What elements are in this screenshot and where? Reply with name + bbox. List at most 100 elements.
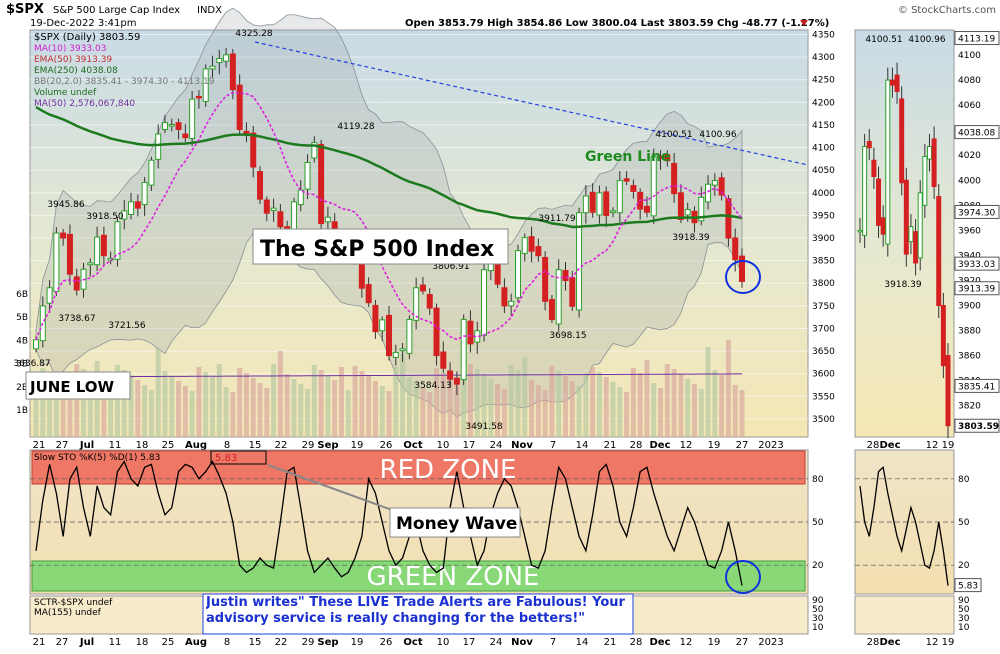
volume-bar bbox=[413, 382, 419, 437]
candle-body bbox=[290, 201, 297, 232]
volume-bar bbox=[216, 364, 222, 437]
candle-body bbox=[643, 205, 650, 213]
date-tick-label: 17 bbox=[463, 637, 476, 648]
volume-bar bbox=[556, 371, 562, 437]
header-datetime: 19-Dec-2022 3:41pm bbox=[30, 18, 136, 29]
candle-body bbox=[386, 314, 392, 357]
volume-bar bbox=[291, 379, 297, 437]
volume-bar bbox=[434, 368, 440, 437]
candle-body bbox=[114, 221, 121, 260]
quote-box bbox=[202, 593, 634, 635]
date-tick-label: 19 bbox=[708, 440, 721, 451]
candle-body bbox=[60, 232, 67, 239]
volume-tick-label: 2B bbox=[16, 383, 28, 393]
date-tick-label: 24 bbox=[490, 440, 503, 451]
volume-tick-label: 5B bbox=[16, 313, 28, 323]
date-tick-label: 11 bbox=[109, 637, 122, 648]
side-candle-body bbox=[871, 159, 877, 178]
volume-bar bbox=[406, 377, 412, 437]
candle-body bbox=[277, 211, 284, 228]
volume-bar bbox=[678, 374, 684, 437]
price-callout-label: 3918.50 bbox=[86, 212, 123, 222]
volume-bar bbox=[644, 360, 650, 437]
date-tick-label: 2023 bbox=[758, 637, 783, 648]
volume-bar bbox=[461, 370, 467, 437]
money-wave-box bbox=[389, 507, 521, 538]
volume-bar bbox=[250, 378, 256, 437]
volume-bar bbox=[345, 390, 351, 437]
volume-bar bbox=[739, 390, 745, 437]
side-candle-body bbox=[903, 179, 909, 255]
side-sto-tick-label: 50 bbox=[958, 518, 970, 528]
date-tick-label: 2023 bbox=[758, 440, 783, 451]
annotation-quote: Justin writes" These LIVE Trade Alerts a… bbox=[206, 595, 625, 626]
volume-bar bbox=[481, 374, 487, 437]
side-tick-label: 3880 bbox=[958, 327, 981, 337]
candle-body bbox=[202, 68, 209, 102]
volume-bar bbox=[501, 389, 507, 437]
candle-body bbox=[257, 171, 264, 200]
price-callout-label: 3806.91 bbox=[432, 262, 469, 272]
candle-body bbox=[311, 142, 318, 159]
volume-bar bbox=[671, 369, 677, 437]
date-tick-label: 7 bbox=[550, 440, 556, 451]
annotation-red-zone: RED ZONE bbox=[380, 455, 517, 485]
volume-bar bbox=[257, 383, 263, 437]
title-box bbox=[252, 228, 509, 265]
candle-body bbox=[521, 237, 528, 254]
legend-ma10: MA(10) 3933.03 bbox=[34, 44, 106, 54]
candle-body bbox=[419, 284, 426, 292]
date-tick-label: Oct bbox=[403, 440, 422, 451]
date-tick-label: 22 bbox=[275, 637, 288, 648]
side-candle-body bbox=[866, 140, 872, 149]
side-sctr-tick-label: 50 bbox=[958, 605, 970, 615]
sto-tick-label: 20 bbox=[812, 561, 824, 571]
volume-bar bbox=[522, 357, 528, 437]
legend-ma50: MA(50) 2,576,067,840 bbox=[34, 99, 135, 109]
ema250-line bbox=[35, 106, 743, 229]
price-callout-label: 3584.13 bbox=[414, 381, 451, 391]
volume-bar bbox=[53, 378, 59, 437]
sto-tick-label: 80 bbox=[812, 475, 824, 485]
volume-bar bbox=[237, 368, 243, 437]
candle-body bbox=[161, 122, 168, 130]
highlight-circle-sto bbox=[725, 560, 761, 594]
volume-ma50-line bbox=[35, 373, 743, 378]
candle-body bbox=[548, 299, 555, 320]
candle-body bbox=[128, 201, 135, 216]
sto-line bbox=[35, 460, 743, 586]
volume-bar bbox=[67, 388, 73, 437]
candle-body bbox=[610, 210, 617, 213]
date-tick-label: 26 bbox=[380, 637, 393, 648]
candle-body bbox=[33, 339, 39, 350]
candle-body bbox=[168, 124, 175, 127]
price-tick-label: 3550 bbox=[812, 392, 835, 402]
price-callout-label: 4325.28 bbox=[235, 29, 272, 39]
candle-body bbox=[399, 348, 406, 352]
volume-bar bbox=[603, 377, 609, 437]
volume-bar bbox=[359, 371, 365, 437]
price-tick-label: 3650 bbox=[812, 347, 835, 357]
volume-bar bbox=[223, 387, 229, 437]
volume-bar bbox=[542, 390, 548, 437]
volume-bar bbox=[467, 364, 473, 437]
price-callout-label: 4119.28 bbox=[337, 122, 374, 132]
price-tick-label: 4050 bbox=[812, 166, 835, 176]
volume-bar bbox=[40, 368, 46, 437]
volume-bar bbox=[583, 373, 589, 437]
candle-body bbox=[732, 237, 739, 261]
volume-bar bbox=[189, 391, 195, 437]
candle-body bbox=[263, 199, 270, 214]
price-tick-label: 3750 bbox=[812, 302, 835, 312]
price-callout-label: 3698.15 bbox=[549, 331, 586, 341]
volume-bar bbox=[230, 392, 236, 437]
side-tick-label: 3803.59 bbox=[958, 422, 999, 432]
legend-sto: Slow STO %K(5) %D(1) 5.83 bbox=[34, 453, 160, 463]
volume-bar bbox=[719, 375, 725, 437]
volume-bar bbox=[535, 385, 541, 437]
header-name: S&P 500 Large Cap Index bbox=[53, 5, 180, 16]
candle-body bbox=[216, 57, 223, 64]
side-sctr-tick-label: 30 bbox=[958, 614, 970, 624]
